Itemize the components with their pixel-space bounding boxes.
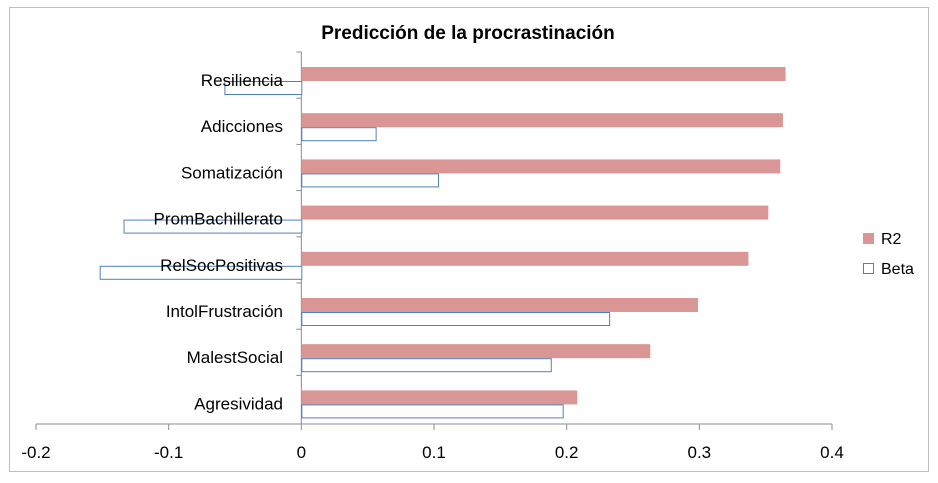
category-label: PromBachillerato (154, 210, 283, 229)
bar-r2 (301, 205, 769, 220)
bar-beta (301, 404, 564, 419)
plot-area: -0.2 -0.1 0 0.1 0.2 0.3 0.4 Resiliencia Adiccion… (21, 51, 844, 462)
x-tick-label: 0.3 (688, 443, 712, 462)
bar-r2 (301, 298, 699, 312)
category-label: RelSocPositivas (160, 256, 283, 275)
x-tick-label: 0.2 (555, 443, 579, 462)
bar-beta (301, 127, 377, 142)
legend: R2 Beta (863, 231, 914, 278)
category-label: IntolFrustración (166, 302, 283, 321)
chart-title: Predicción de la procrastinación (321, 23, 615, 44)
legend-swatch-beta (863, 263, 874, 274)
bar-beta (301, 312, 611, 326)
bar-beta (301, 173, 439, 188)
bar-r2 (301, 344, 651, 359)
category-label: Resiliencia (201, 71, 284, 90)
legend-label: Beta (881, 261, 914, 278)
bar-beta (123, 219, 303, 234)
x-tick-label: 0.1 (422, 443, 446, 462)
x-tick-label: -0.2 (21, 443, 50, 462)
bar-r2 (301, 390, 578, 405)
bar-beta (99, 265, 303, 280)
bar-r2 (301, 67, 786, 81)
legend-swatch-r2 (863, 233, 874, 244)
bar-r2 (301, 251, 749, 266)
legend-label: R2 (881, 231, 902, 248)
bar-beta (301, 358, 552, 373)
bar-r2 (301, 159, 781, 174)
x-tick-label: 0 (297, 443, 306, 462)
category-label: MalestSocial (187, 348, 283, 367)
x-tick-label: 0.4 (820, 443, 844, 462)
category-label: Agresividad (194, 394, 283, 413)
category-label: Somatización (181, 163, 283, 182)
bar-r2 (301, 113, 783, 128)
category-label: Adicciones (201, 117, 283, 136)
x-tick-label: -0.1 (154, 443, 183, 462)
bar-beta (224, 81, 303, 95)
